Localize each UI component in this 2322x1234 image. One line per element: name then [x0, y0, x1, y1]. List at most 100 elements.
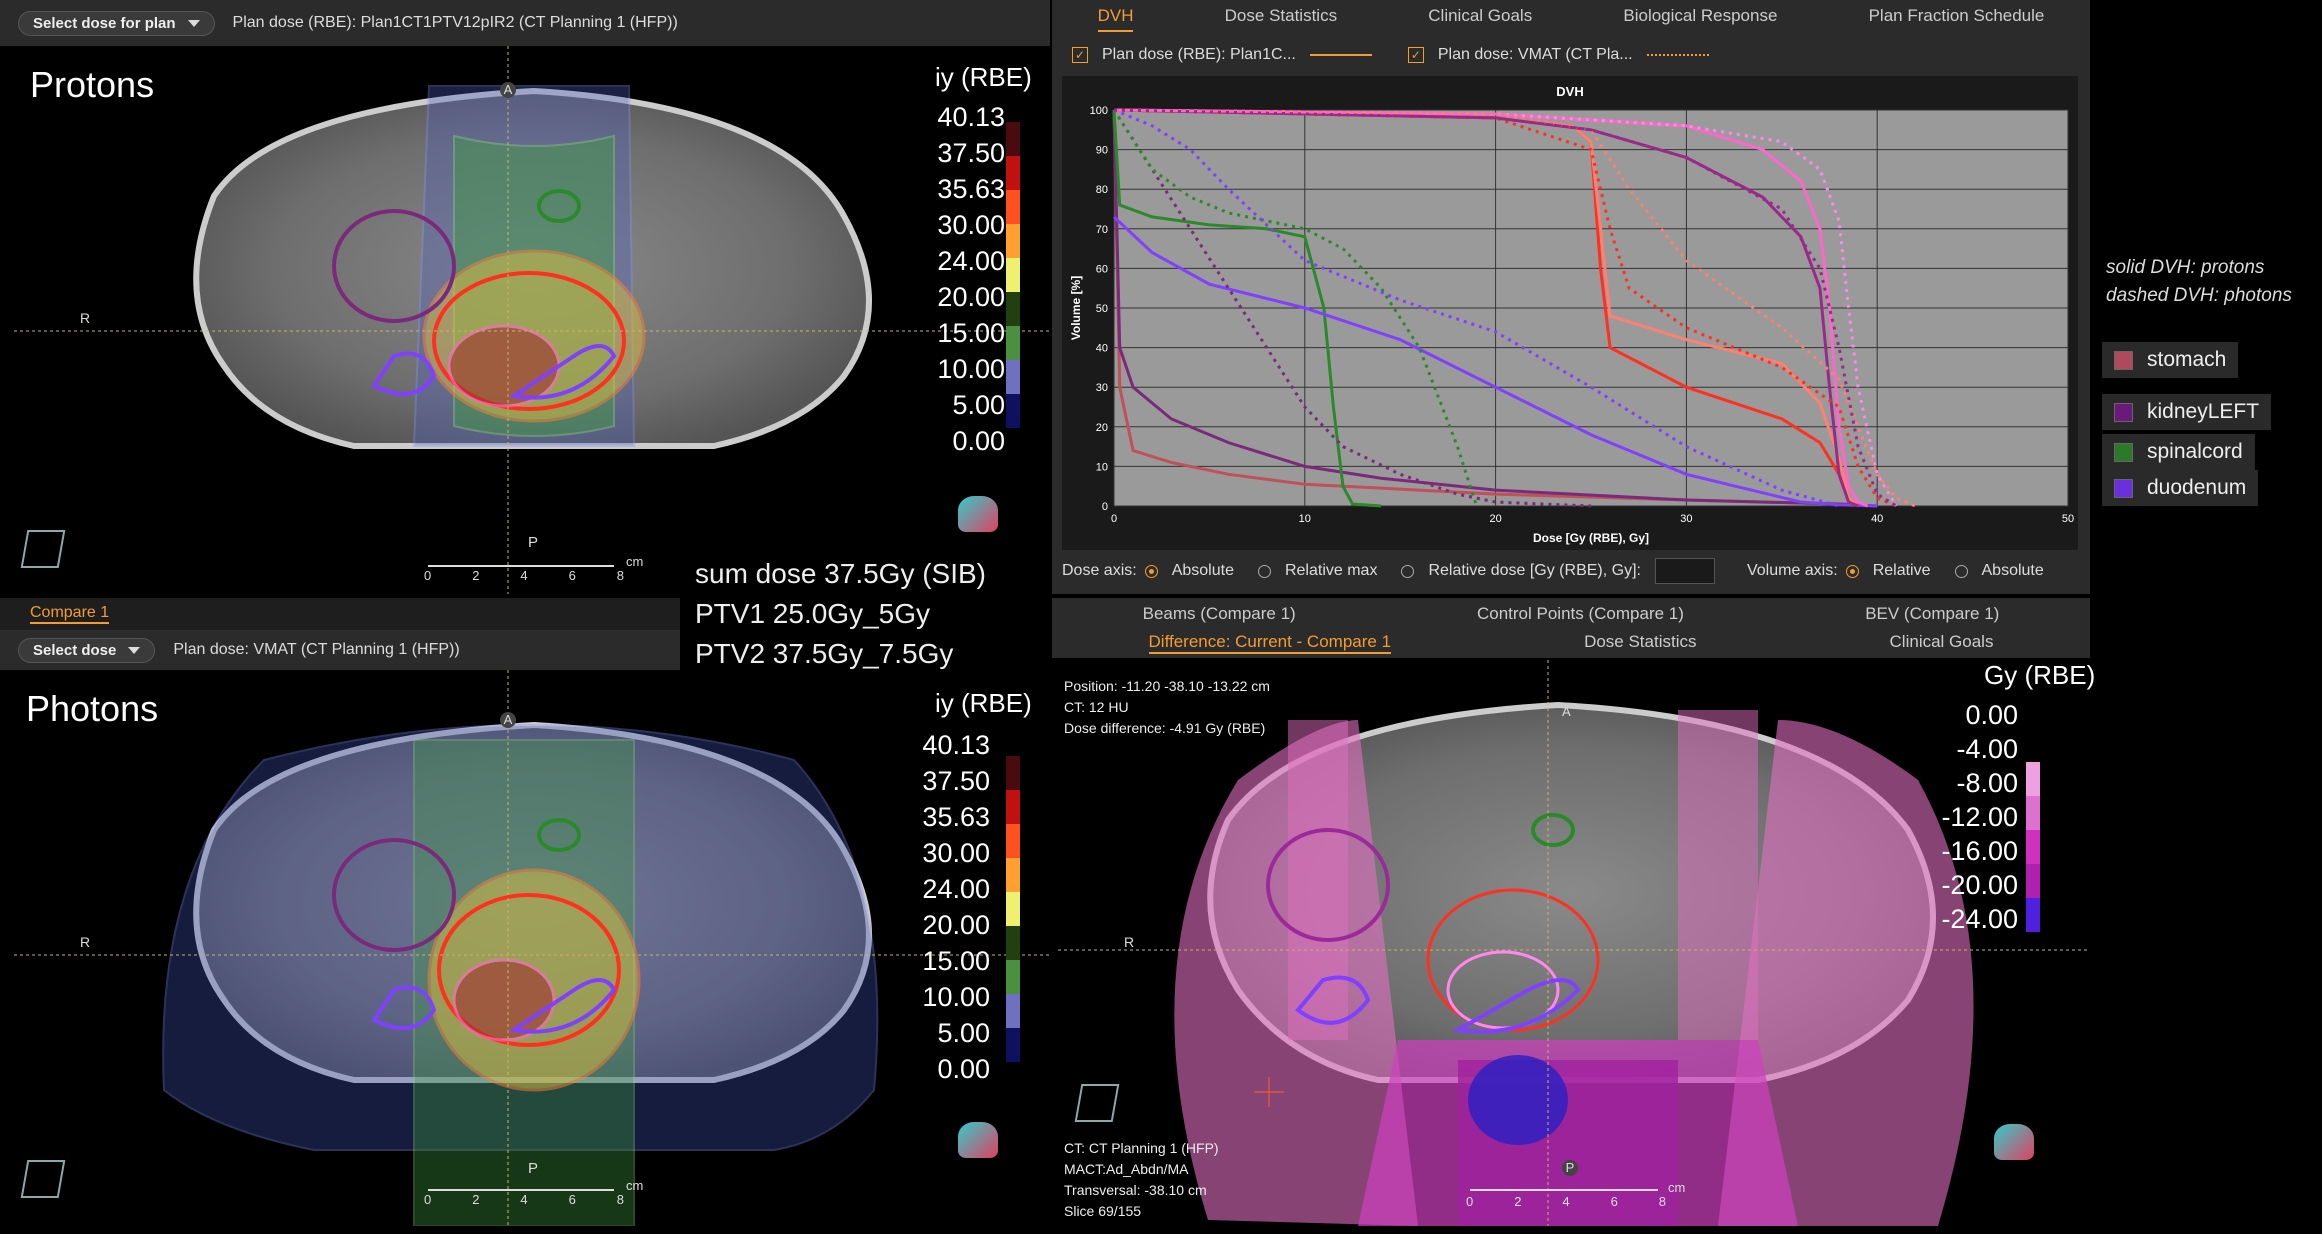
scale-tick: 4 — [520, 1192, 528, 1207]
tab-dose-statistics-2[interactable]: Dose Statistics — [1584, 632, 1697, 651]
dvh-chart: DVH 0 10 20 30 40 50 0 10 20 30 40 50 60 70 80 90 100 Do… — [1069, 84, 2074, 545]
chart-title: DVH — [1556, 84, 1583, 99]
scale-tick: 2 — [472, 568, 480, 583]
structure-label: stomach — [2147, 348, 2227, 371]
cube-icon[interactable] — [1074, 1084, 1120, 1122]
y-tick-label: 90 — [1096, 145, 1108, 157]
radio-volume-relative[interactable] — [1845, 564, 1859, 578]
scale-tick: 2 — [1514, 1194, 1522, 1209]
scale-unit: cm — [626, 554, 644, 569]
relative-dose-input[interactable] — [1654, 558, 1715, 584]
tab-difference[interactable]: Difference: Current - Compare 1 — [1148, 632, 1392, 654]
legend-value: 10.00 — [922, 982, 990, 1012]
difference-ct-image — [1058, 660, 2088, 1226]
tab-clinical-goals[interactable]: Clinical Goals — [1428, 6, 1533, 25]
logo-icon — [958, 1122, 998, 1158]
orientation-marker-r: R — [80, 934, 91, 950]
select-dose-for-plan-dropdown[interactable]: Select dose for plan — [18, 10, 215, 36]
legend-value: 37.50 — [922, 766, 990, 796]
tab-control-points-compare[interactable]: Control Points (Compare 1) — [1476, 604, 1684, 623]
plan1-checkbox[interactable]: ✓ — [1072, 47, 1088, 63]
dose-difference-readout: Dose difference: -4.91 Gy (RBE) — [1064, 720, 1266, 736]
orientation-marker-r: R — [80, 310, 91, 326]
tab-plan-fraction-schedule[interactable]: Plan Fraction Schedule — [1868, 6, 2045, 25]
dashed-note: dashed DVH: photons — [2106, 285, 2292, 306]
legend-value: 35.63 — [922, 802, 990, 832]
y-axis-label: Volume [%] — [1069, 276, 1083, 340]
orientation-marker-r: R — [1124, 934, 1135, 950]
structure-label: duodenum — [2147, 476, 2247, 499]
x-axis-label: Dose [Gy (RBE), Gy] — [1533, 531, 1649, 545]
chart-ticks: 0 10 20 30 40 50 0 10 20 30 40 50 60 70 80 90 100 — [1090, 105, 2074, 525]
x-tick-label: 20 — [1489, 513, 1501, 525]
radio-label: Relative dose [Gy (RBE), Gy]: — [1428, 562, 1641, 579]
scale-tick: 4 — [1562, 1194, 1570, 1209]
legend-value: 5.00 — [937, 1018, 990, 1048]
tab-dose-statistics[interactable]: Dose Statistics — [1224, 6, 1338, 25]
scale-unit: cm — [626, 1178, 644, 1193]
legend-value: 24.00 — [922, 874, 990, 904]
legend-value: 0.00 — [952, 426, 1005, 456]
legend-value: -4.00 — [1956, 734, 2018, 764]
ptv2-label: PTV2 37.5Gy_7.5Gy — [695, 638, 954, 669]
plan-dose-label: Plan dose: VMAT (CT Planning 1 (HFP)) — [173, 641, 460, 658]
tab-beams-compare[interactable]: Beams (Compare 1) — [1142, 604, 1296, 623]
slice-number: Slice 69/155 — [1064, 1203, 1142, 1219]
structure-legend-kidneyleft: kidneyLEFT — [2102, 394, 2272, 430]
scale-tick: 6 — [568, 568, 576, 583]
plan2-checkbox[interactable]: ✓ — [1407, 47, 1424, 63]
logo-icon — [1994, 1124, 2034, 1160]
color-swatch — [2114, 478, 2133, 498]
proton-dose-view[interactable]: A P R cm 0 2 4 6 8 — [14, 46, 1050, 594]
photon-ct-image — [14, 670, 1050, 1226]
volume-axis-label: Volume axis: — [1746, 562, 1838, 579]
legend-value: 30.00 — [937, 210, 1005, 240]
crosshair-icon — [1254, 1077, 1284, 1107]
slice-info: CT: CT Planning 1 (HFP) MACT:Ad_Abdn/MA … — [1064, 1138, 1219, 1222]
difference-dose-view[interactable]: A P R cm 0 2 4 6 8 — [1058, 660, 2088, 1226]
top-left-toolbar: Select dose for plan Plan dose (RBE): Pl… — [0, 0, 1050, 46]
tab-dvh[interactable]: DVH — [1097, 6, 1134, 32]
legend-value: 35.63 — [937, 174, 1005, 204]
transversal-position: Transversal: -38.10 cm — [1064, 1182, 1207, 1198]
chevron-down-icon — [187, 19, 200, 27]
tab-biological-response[interactable]: Biological Response — [1623, 6, 1778, 25]
scale-ticks: 0 2 4 6 8 — [424, 568, 624, 583]
dose-axis-label: Dose axis: — [1062, 562, 1137, 579]
radio-volume-absolute[interactable] — [1954, 564, 1968, 578]
scale-tick: 2 — [472, 1192, 480, 1207]
plan-selection-row: ✓ Plan dose (RBE): Plan1C... ✓ Plan dose… — [1072, 46, 1709, 64]
scale-ticks: 0 2 4 6 8 — [424, 1192, 624, 1207]
radio-dose-absolute[interactable] — [1144, 564, 1158, 578]
legend-value: 30.00 — [922, 838, 990, 868]
orientation-marker-p: P — [528, 534, 539, 551]
photon-dose-view[interactable]: A P R cm 0 2 4 6 8 — [14, 670, 1050, 1226]
color-swatch — [2114, 350, 2133, 370]
ct-readout: CT: 12 HU — [1064, 699, 1129, 715]
tab-bev-compare[interactable]: BEV (Compare 1) — [1865, 604, 2000, 623]
select-dose-dropdown[interactable]: Select dose — [18, 637, 156, 663]
dvh-style-note: solid DVH: protons dashed DVH: photons — [2106, 254, 2292, 310]
tab-clinical-goals-2[interactable]: Clinical Goals — [1889, 632, 1994, 651]
legend-value: 15.00 — [922, 946, 990, 976]
cube-icon[interactable] — [20, 1160, 66, 1198]
tab-compare-1[interactable]: Compare 1 — [30, 604, 110, 624]
legend-value: 24.00 — [937, 246, 1005, 276]
legend-value: -24.00 — [1941, 904, 2018, 934]
dropdown-label: Select dose for plan — [33, 14, 176, 32]
cube-icon[interactable] — [20, 530, 66, 568]
scale-tick: 4 — [520, 568, 528, 583]
dvh-panel: DVH Dose Statistics Clinical Goals Biolo… — [1052, 0, 2090, 594]
bottom-left-toolbar: Select dose Plan dose: VMAT (CT Planning… — [0, 630, 680, 670]
dvh-chart-area[interactable]: DVH 0 10 20 30 40 50 0 10 20 30 40 50 60 70 80 90 100 Do… — [1062, 76, 2078, 550]
ct-name: CT: CT Planning 1 (HFP) — [1064, 1140, 1219, 1156]
orientation-marker-p: P — [1562, 1160, 1578, 1176]
radio-dose-relative[interactable] — [1401, 564, 1415, 578]
panel-title-photons: Photons — [26, 688, 159, 729]
y-tick-label: 80 — [1096, 184, 1108, 196]
dvh-series-duodenum-solid — [1112, 215, 1878, 508]
logo-icon — [958, 496, 998, 532]
radio-dose-relative-max[interactable] — [1257, 564, 1271, 578]
color-swatch — [2114, 442, 2133, 462]
legend-value: 40.13 — [922, 730, 990, 760]
